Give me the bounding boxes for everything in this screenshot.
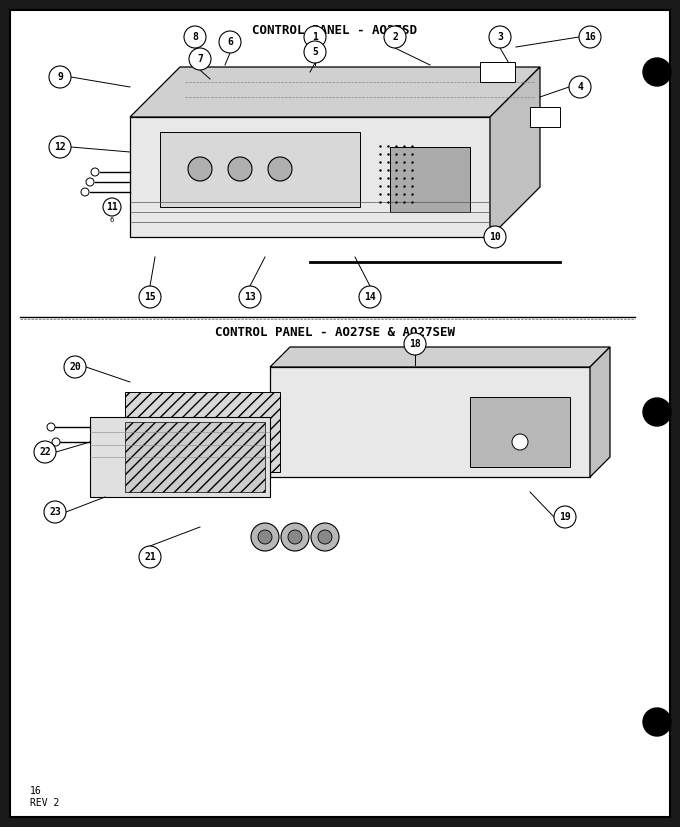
Polygon shape xyxy=(270,367,590,477)
Circle shape xyxy=(359,286,381,308)
Polygon shape xyxy=(490,67,540,237)
Circle shape xyxy=(384,26,406,48)
Text: 13: 13 xyxy=(244,292,256,302)
Circle shape xyxy=(86,178,94,186)
Bar xyxy=(480,62,515,82)
Circle shape xyxy=(239,286,261,308)
Text: CONTROL PANEL - AO27SE & AO27SEW: CONTROL PANEL - AO27SE & AO27SEW xyxy=(215,326,455,338)
Text: 11: 11 xyxy=(106,202,118,212)
Text: 19: 19 xyxy=(559,512,571,522)
Text: 2: 2 xyxy=(392,32,398,42)
Circle shape xyxy=(228,157,252,181)
Circle shape xyxy=(103,198,121,216)
Text: CONTROL PANEL - AO27SD: CONTROL PANEL - AO27SD xyxy=(252,23,418,36)
Text: 10: 10 xyxy=(489,232,501,242)
Circle shape xyxy=(47,423,55,431)
Bar xyxy=(530,107,560,127)
Circle shape xyxy=(311,523,339,551)
Circle shape xyxy=(189,48,211,70)
Polygon shape xyxy=(270,347,610,367)
Polygon shape xyxy=(90,417,270,497)
Text: 12: 12 xyxy=(54,142,66,152)
Bar xyxy=(470,397,570,467)
Text: 22: 22 xyxy=(39,447,51,457)
Text: 3: 3 xyxy=(497,32,503,42)
Text: 4: 4 xyxy=(577,82,583,92)
Circle shape xyxy=(219,31,241,53)
Circle shape xyxy=(64,356,86,378)
Circle shape xyxy=(489,26,511,48)
Text: 7: 7 xyxy=(197,54,203,64)
Bar xyxy=(125,392,280,472)
Text: 9: 9 xyxy=(57,72,63,82)
Text: 20: 20 xyxy=(69,362,81,372)
Circle shape xyxy=(288,530,302,544)
Circle shape xyxy=(579,26,601,48)
Circle shape xyxy=(44,501,66,523)
Circle shape xyxy=(318,530,332,544)
Text: 6: 6 xyxy=(110,217,114,223)
Text: 15: 15 xyxy=(144,292,156,302)
Bar xyxy=(125,422,265,492)
Circle shape xyxy=(139,286,161,308)
Circle shape xyxy=(91,168,99,176)
Circle shape xyxy=(304,26,326,48)
Circle shape xyxy=(643,58,671,86)
Text: 6: 6 xyxy=(227,37,233,47)
Circle shape xyxy=(52,438,60,446)
Circle shape xyxy=(643,708,671,736)
Circle shape xyxy=(34,441,56,463)
Bar xyxy=(390,147,470,212)
Circle shape xyxy=(184,26,206,48)
Circle shape xyxy=(258,530,272,544)
Bar xyxy=(160,132,360,207)
Circle shape xyxy=(554,506,576,528)
Circle shape xyxy=(49,66,71,88)
Circle shape xyxy=(569,76,591,98)
Text: 14: 14 xyxy=(364,292,376,302)
Circle shape xyxy=(268,157,292,181)
Text: 23: 23 xyxy=(49,507,61,517)
Polygon shape xyxy=(590,347,610,477)
Text: 8: 8 xyxy=(192,32,198,42)
Circle shape xyxy=(49,136,71,158)
Circle shape xyxy=(643,398,671,426)
Text: 18: 18 xyxy=(409,339,421,349)
Circle shape xyxy=(251,523,279,551)
Polygon shape xyxy=(130,67,540,117)
Circle shape xyxy=(404,333,426,355)
Text: 16
REV 2: 16 REV 2 xyxy=(30,786,59,808)
Polygon shape xyxy=(130,117,490,237)
Circle shape xyxy=(139,546,161,568)
Circle shape xyxy=(188,157,212,181)
Text: 5: 5 xyxy=(312,47,318,57)
Circle shape xyxy=(304,41,326,63)
Circle shape xyxy=(81,188,89,196)
Text: 21: 21 xyxy=(144,552,156,562)
Circle shape xyxy=(281,523,309,551)
Text: 1: 1 xyxy=(312,32,318,42)
Text: 16: 16 xyxy=(584,32,596,42)
Circle shape xyxy=(484,226,506,248)
Circle shape xyxy=(512,434,528,450)
